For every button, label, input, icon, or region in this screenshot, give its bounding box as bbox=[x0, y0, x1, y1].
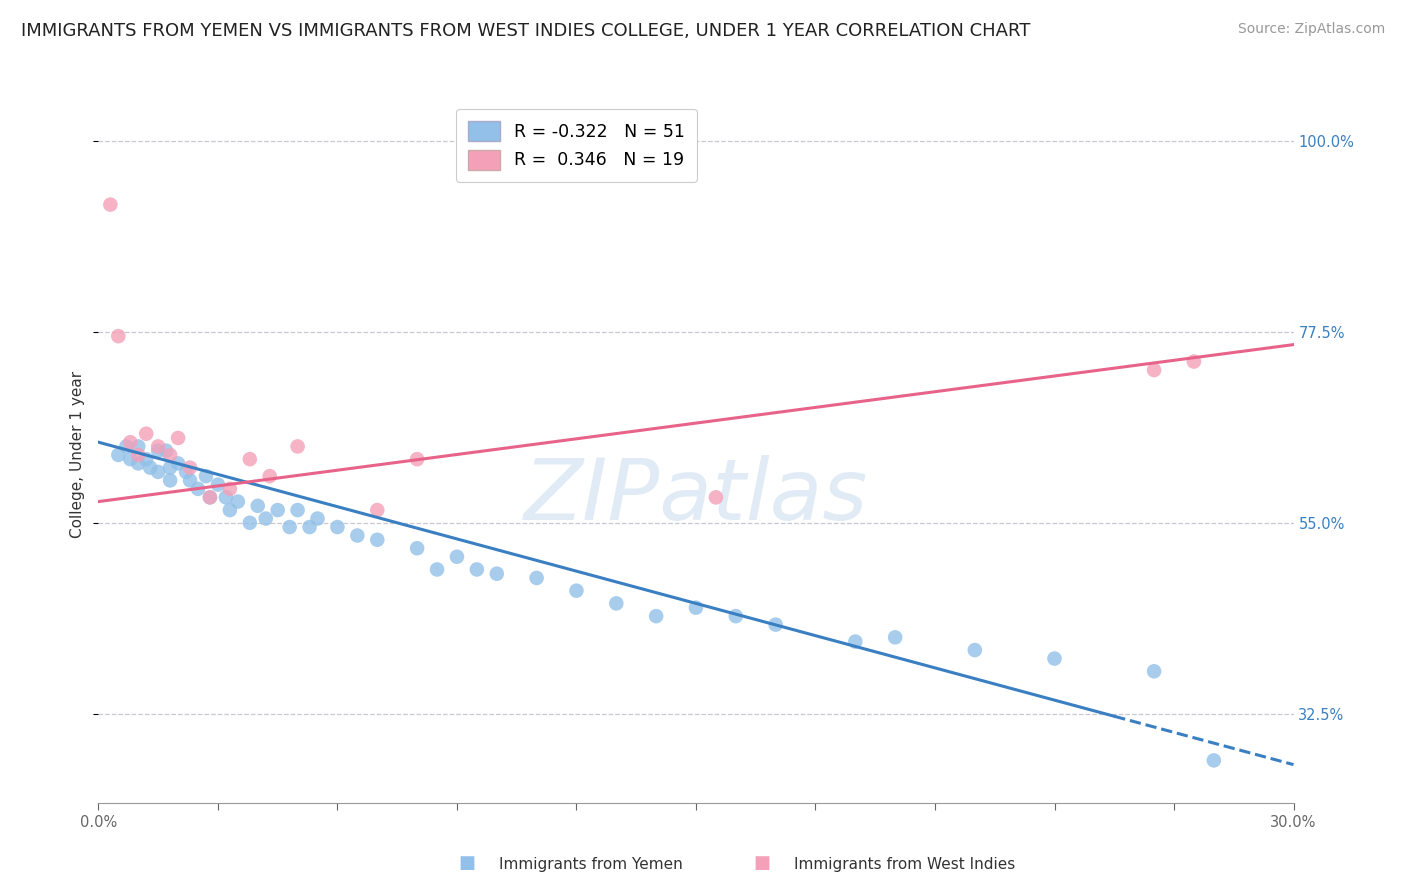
Point bbox=[219, 482, 242, 496]
Point bbox=[465, 562, 488, 576]
Point bbox=[884, 631, 907, 645]
Point bbox=[278, 520, 301, 534]
Point bbox=[1143, 363, 1166, 377]
Point bbox=[115, 439, 138, 453]
Point bbox=[406, 541, 429, 556]
Point bbox=[1202, 753, 1225, 767]
Point bbox=[135, 426, 157, 441]
Point bbox=[724, 609, 747, 624]
Point bbox=[198, 491, 221, 505]
Point bbox=[287, 439, 309, 453]
Point bbox=[198, 491, 221, 505]
Point bbox=[179, 474, 201, 488]
Point bbox=[155, 443, 177, 458]
Point bbox=[120, 452, 142, 467]
Point bbox=[645, 609, 668, 624]
Point bbox=[307, 511, 329, 525]
Point bbox=[298, 520, 321, 534]
Point bbox=[246, 499, 269, 513]
Point bbox=[704, 491, 727, 505]
Y-axis label: College, Under 1 year: College, Under 1 year bbox=[70, 371, 86, 539]
Point bbox=[1182, 354, 1205, 368]
Legend: R = -0.322   N = 51, R =  0.346   N = 19: R = -0.322 N = 51, R = 0.346 N = 19 bbox=[457, 109, 696, 182]
Point bbox=[139, 460, 162, 475]
Point bbox=[485, 566, 508, 581]
Text: IMMIGRANTS FROM YEMEN VS IMMIGRANTS FROM WEST INDIES COLLEGE, UNDER 1 YEAR CORRE: IMMIGRANTS FROM YEMEN VS IMMIGRANTS FROM… bbox=[21, 22, 1031, 40]
Point bbox=[605, 596, 627, 610]
Point bbox=[844, 634, 866, 648]
Point bbox=[526, 571, 548, 585]
Point bbox=[239, 516, 262, 530]
Point bbox=[406, 452, 429, 467]
Point bbox=[174, 465, 197, 479]
Point bbox=[195, 469, 218, 483]
Point bbox=[326, 520, 349, 534]
Point bbox=[159, 460, 181, 475]
Point bbox=[685, 600, 707, 615]
Point bbox=[167, 431, 190, 445]
Point bbox=[1043, 651, 1066, 665]
Point bbox=[226, 494, 249, 508]
Point bbox=[267, 503, 290, 517]
Point bbox=[148, 443, 170, 458]
Point bbox=[239, 452, 262, 467]
Point bbox=[127, 439, 149, 453]
Point bbox=[215, 491, 238, 505]
Point bbox=[254, 511, 277, 525]
Text: Immigrants from West Indies: Immigrants from West Indies bbox=[794, 857, 1015, 872]
Point bbox=[963, 643, 986, 657]
Point bbox=[159, 474, 181, 488]
Text: ZIPatlas: ZIPatlas bbox=[524, 455, 868, 538]
Point bbox=[259, 469, 281, 483]
Point bbox=[148, 465, 170, 479]
Point bbox=[287, 503, 309, 517]
Point bbox=[426, 562, 449, 576]
Point bbox=[219, 503, 242, 517]
Point bbox=[366, 533, 388, 547]
Point bbox=[346, 528, 368, 542]
Point bbox=[1143, 665, 1166, 679]
Point bbox=[207, 477, 229, 491]
Point bbox=[366, 503, 388, 517]
Point bbox=[179, 460, 201, 475]
Point bbox=[167, 457, 190, 471]
Text: ■: ■ bbox=[754, 855, 770, 872]
Text: Source: ZipAtlas.com: Source: ZipAtlas.com bbox=[1237, 22, 1385, 37]
Point bbox=[120, 435, 142, 450]
Point bbox=[135, 452, 157, 467]
Point bbox=[107, 448, 129, 462]
Text: ■: ■ bbox=[458, 855, 475, 872]
Point bbox=[765, 617, 787, 632]
Point bbox=[159, 448, 181, 462]
Point bbox=[148, 439, 170, 453]
Point bbox=[100, 197, 122, 211]
Point bbox=[187, 482, 209, 496]
Text: Immigrants from Yemen: Immigrants from Yemen bbox=[499, 857, 683, 872]
Point bbox=[127, 448, 149, 462]
Point bbox=[127, 457, 149, 471]
Point bbox=[446, 549, 468, 564]
Point bbox=[107, 329, 129, 343]
Point bbox=[565, 583, 588, 598]
